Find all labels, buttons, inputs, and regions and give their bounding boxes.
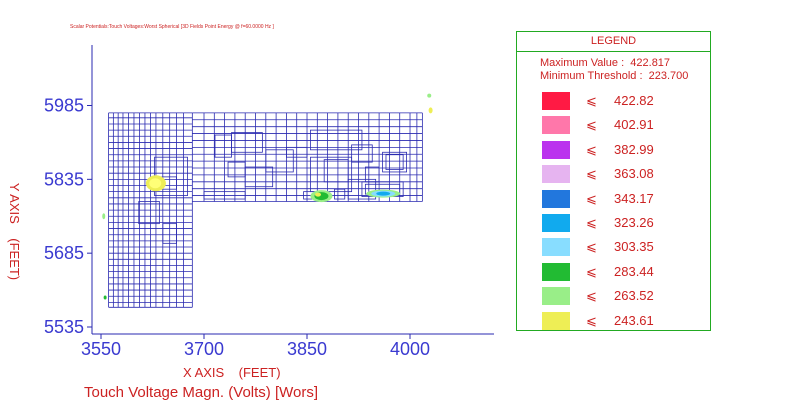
legend-level-value: 303.35: [614, 239, 654, 255]
legend-max-row: Maximum Value : 422.817: [540, 57, 670, 69]
y-tick-label-3: 5535: [44, 317, 84, 337]
legend-leq-symbol: ⩽: [586, 141, 597, 157]
legend-leq-symbol: ⩽: [586, 93, 597, 108]
legend-leq-symbol: ⩽: [586, 117, 597, 133]
legend-swatch: [542, 287, 570, 306]
grid-building-outline: [310, 156, 353, 193]
legend-level-value: 243.61: [614, 312, 654, 328]
grid-building-outline: [323, 159, 349, 183]
y-tick-label-2: 5685: [44, 243, 84, 263]
legend-row-2: ⩽ 382.99: [542, 140, 702, 159]
tick-labels: 3550 3700 3850 4000 5985 5835 5685 5535: [44, 96, 430, 359]
y-tick-label-1: 5835: [44, 169, 84, 189]
grid-building-outline: [385, 154, 404, 170]
chart-header-title: Scalar Potentials:Touch Voltages:Worst S…: [70, 24, 274, 30]
axes: [87, 45, 494, 339]
legend-level-value: 263.52: [614, 288, 654, 304]
legend-leq-symbol: ⩽: [586, 239, 597, 255]
legend-row-8: ⩽ 263.52: [542, 287, 702, 306]
hotspot-far-right-top: [427, 93, 432, 98]
legend-level-value: 382.99: [614, 141, 654, 157]
legend-level-value: 422.82: [614, 93, 654, 108]
x-tick-label-0: 3550: [81, 339, 121, 359]
grid-building-outline: [203, 191, 246, 200]
legend-max-label: Maximum Value :: [540, 57, 625, 69]
grid-building-outline: [382, 151, 407, 173]
legend-level-value: 363.08: [614, 166, 654, 182]
legend-swatch: [542, 262, 570, 281]
legend-swatch: [542, 116, 570, 135]
legend-level-value: 402.91: [614, 117, 654, 133]
y-tick-label-0: 5985: [44, 96, 84, 116]
chart-subtitle: Touch Voltage Magn. (Volts) [Wors]: [84, 384, 319, 401]
legend-row-6: ⩽ 303.35: [542, 238, 702, 257]
legend-row-5: ⩽ 323.26: [542, 214, 702, 232]
grid-building-outline: [265, 149, 294, 173]
legend-row-1: ⩽ 402.91: [542, 116, 702, 135]
legend-row-0: ⩽ 422.82: [542, 92, 702, 110]
x-tick-label-3: 4000: [390, 339, 430, 359]
legend-level-value: 323.26: [614, 215, 654, 230]
legend-min-row: Minimum Threshold : 223.700: [540, 70, 688, 82]
legend-level-value: 343.17: [614, 190, 654, 206]
hotspot-far-right: [428, 107, 433, 114]
grid-building-outline: [244, 166, 274, 188]
legend-row-3: ⩽ 363.08: [542, 165, 702, 184]
legend-min-value: 223.700: [648, 70, 689, 82]
legend-panel: LEGEND Maximum Value : 422.817 Minimum T…: [516, 31, 711, 331]
hotspot-mid-edge: [314, 192, 321, 197]
legend-leq-symbol: ⩽: [586, 190, 597, 206]
grid-building-outline: [138, 201, 160, 225]
legend-swatch: [542, 140, 570, 159]
legend-title: LEGEND: [517, 32, 710, 52]
legend-swatch: [542, 214, 570, 232]
legend-max-value: 422.817: [630, 57, 671, 69]
grid-building-outline: [286, 146, 308, 158]
hotspot-right-core: [376, 191, 391, 196]
legend-swatch: [542, 311, 570, 330]
x-axis-label: X AXIS (FEET): [183, 365, 281, 380]
grid-building-outline: [347, 178, 377, 200]
legend-row-4: ⩽ 343.17: [542, 189, 702, 208]
hotspot-group: [102, 93, 433, 300]
legend-leq-symbol: ⩽: [586, 312, 597, 328]
grid-building-outline: [310, 129, 363, 151]
legend-level-value: 283.44: [614, 263, 654, 279]
legend-leq-symbol: ⩽: [586, 263, 597, 279]
hotspot-left-edge-a: [102, 213, 106, 220]
legend-row-7: ⩽ 283.44: [542, 262, 702, 281]
legend-swatch: [542, 92, 570, 110]
legend-swatch: [542, 189, 570, 208]
legend-leq-symbol: ⩽: [586, 166, 597, 182]
hotspot-left-core: [149, 178, 162, 189]
y-axis-label: Y AXIS (FEET): [7, 182, 23, 281]
grid-building-outline: [334, 188, 346, 200]
x-tick-label-2: 3850: [287, 339, 327, 359]
grid-building-outline: [351, 144, 373, 163]
legend-swatch: [542, 238, 570, 257]
legend-swatch: [542, 165, 570, 184]
legend-row-9: ⩽ 243.61: [542, 311, 702, 330]
legend-min-label: Minimum Threshold :: [540, 70, 643, 82]
grid-building-outline: [231, 132, 263, 153]
legend-leq-symbol: ⩽: [586, 288, 597, 304]
x-tick-label-1: 3700: [184, 339, 224, 359]
grid-building-outline: [162, 223, 177, 244]
hotspot-left-edge-b: [103, 295, 107, 300]
conductor-grid: [108, 112, 423, 308]
legend-leq-symbol: ⩽: [586, 215, 597, 230]
